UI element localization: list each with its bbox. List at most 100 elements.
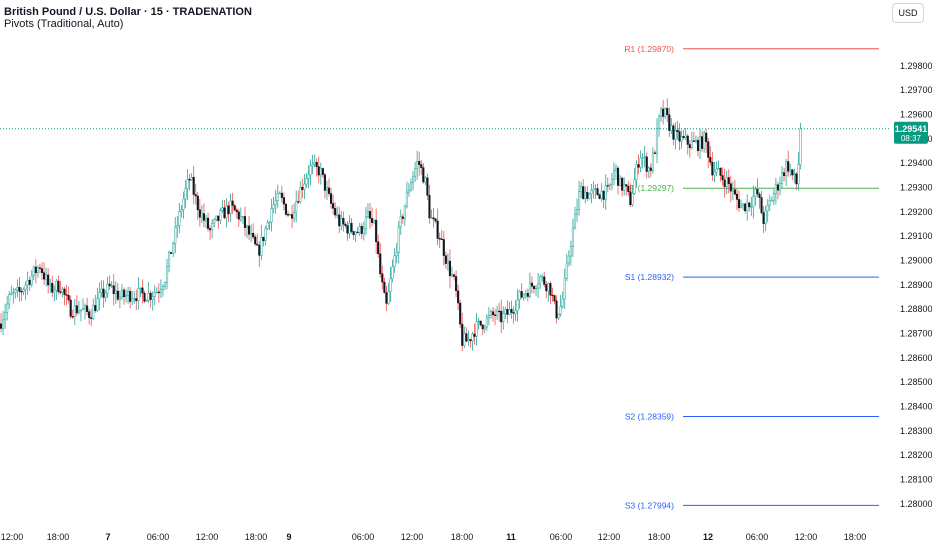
candle[interactable] bbox=[143, 290, 146, 304]
candle[interactable] bbox=[297, 190, 300, 204]
candle[interactable] bbox=[250, 224, 253, 243]
candle[interactable] bbox=[55, 279, 58, 300]
candle[interactable] bbox=[286, 210, 290, 218]
candle[interactable] bbox=[57, 275, 60, 295]
candle[interactable] bbox=[717, 160, 720, 170]
candle[interactable] bbox=[756, 178, 759, 198]
candle[interactable] bbox=[348, 215, 351, 239]
candle[interactable] bbox=[319, 162, 322, 185]
candle[interactable] bbox=[610, 172, 613, 191]
candle[interactable] bbox=[740, 200, 743, 209]
candle[interactable] bbox=[453, 272, 456, 281]
candle[interactable] bbox=[133, 291, 136, 304]
candle[interactable] bbox=[432, 207, 435, 228]
candle[interactable] bbox=[96, 287, 99, 313]
candle[interactable] bbox=[256, 233, 259, 246]
candle[interactable] bbox=[660, 106, 663, 122]
candle[interactable] bbox=[40, 262, 44, 280]
candle[interactable] bbox=[67, 286, 70, 304]
candle[interactable] bbox=[596, 183, 599, 196]
candle[interactable] bbox=[471, 331, 474, 351]
candle[interactable] bbox=[512, 306, 515, 324]
candle[interactable] bbox=[118, 290, 121, 308]
candle[interactable] bbox=[627, 180, 630, 196]
candle[interactable] bbox=[166, 258, 169, 290]
candle[interactable] bbox=[65, 284, 68, 306]
candle[interactable] bbox=[38, 263, 42, 274]
candle[interactable] bbox=[426, 173, 429, 200]
candle[interactable] bbox=[92, 298, 95, 321]
symbol-title[interactable]: British Pound / U.S. Dollar · 15 · TRADE… bbox=[4, 6, 252, 18]
candle[interactable] bbox=[401, 213, 404, 224]
candle[interactable] bbox=[524, 289, 527, 300]
candle[interactable] bbox=[473, 323, 476, 345]
candle[interactable] bbox=[207, 212, 210, 232]
candle[interactable] bbox=[168, 250, 171, 273]
candle[interactable] bbox=[104, 290, 107, 303]
candle[interactable] bbox=[145, 299, 148, 302]
candle[interactable] bbox=[508, 302, 511, 315]
candle[interactable] bbox=[633, 168, 636, 196]
candle[interactable] bbox=[340, 211, 343, 231]
candle[interactable] bbox=[59, 280, 62, 295]
candle[interactable] bbox=[330, 187, 333, 209]
candle[interactable] bbox=[737, 190, 741, 213]
candle[interactable] bbox=[682, 129, 685, 140]
candle[interactable] bbox=[459, 299, 462, 329]
candle[interactable] bbox=[494, 308, 497, 326]
candle[interactable] bbox=[354, 230, 357, 242]
candle[interactable] bbox=[350, 218, 353, 234]
candle[interactable] bbox=[590, 184, 593, 204]
candle[interactable] bbox=[385, 285, 388, 312]
candle[interactable] bbox=[241, 215, 244, 224]
candle[interactable] bbox=[356, 227, 359, 234]
candle[interactable] bbox=[352, 230, 355, 241]
candle[interactable] bbox=[213, 218, 216, 228]
candle[interactable] bbox=[272, 196, 275, 214]
candle[interactable] bbox=[735, 189, 739, 211]
candle[interactable] bbox=[715, 161, 718, 177]
candle[interactable] bbox=[619, 175, 622, 187]
candle[interactable] bbox=[442, 231, 445, 266]
candle[interactable] bbox=[258, 241, 261, 267]
currency-button[interactable]: USD bbox=[892, 3, 924, 23]
candle[interactable] bbox=[770, 196, 773, 202]
candle[interactable] bbox=[711, 152, 714, 181]
candle[interactable] bbox=[383, 277, 386, 294]
candle[interactable] bbox=[547, 282, 550, 302]
candle[interactable] bbox=[211, 219, 214, 238]
candle[interactable] bbox=[127, 286, 130, 304]
candle[interactable] bbox=[649, 163, 652, 178]
candle[interactable] bbox=[338, 207, 341, 234]
candle[interactable] bbox=[26, 271, 29, 296]
candle[interactable] bbox=[149, 290, 152, 308]
candle[interactable] bbox=[71, 309, 74, 319]
candle[interactable] bbox=[157, 283, 160, 303]
candle[interactable] bbox=[500, 299, 503, 334]
candle[interactable] bbox=[617, 166, 620, 195]
candle[interactable] bbox=[282, 192, 285, 211]
candle[interactable] bbox=[754, 186, 757, 206]
candle[interactable] bbox=[688, 140, 691, 158]
candle[interactable] bbox=[563, 268, 566, 309]
candle[interactable] bbox=[606, 177, 609, 192]
candle[interactable] bbox=[520, 283, 523, 299]
candle[interactable] bbox=[553, 294, 556, 305]
candle[interactable] bbox=[223, 200, 226, 220]
candle[interactable] bbox=[321, 167, 324, 178]
candle[interactable] bbox=[225, 198, 228, 228]
candle[interactable] bbox=[576, 198, 579, 222]
candle[interactable] bbox=[278, 191, 281, 195]
candle[interactable] bbox=[20, 287, 23, 302]
candle[interactable] bbox=[14, 288, 17, 299]
candle[interactable] bbox=[674, 122, 677, 150]
candle[interactable] bbox=[614, 164, 618, 180]
candle[interactable] bbox=[53, 285, 56, 302]
candle[interactable] bbox=[98, 282, 101, 311]
candle[interactable] bbox=[694, 135, 698, 144]
candle[interactable] bbox=[766, 199, 769, 223]
candle[interactable] bbox=[414, 161, 417, 182]
candle[interactable] bbox=[491, 307, 495, 322]
candle[interactable] bbox=[485, 314, 488, 331]
candle[interactable] bbox=[221, 199, 224, 213]
